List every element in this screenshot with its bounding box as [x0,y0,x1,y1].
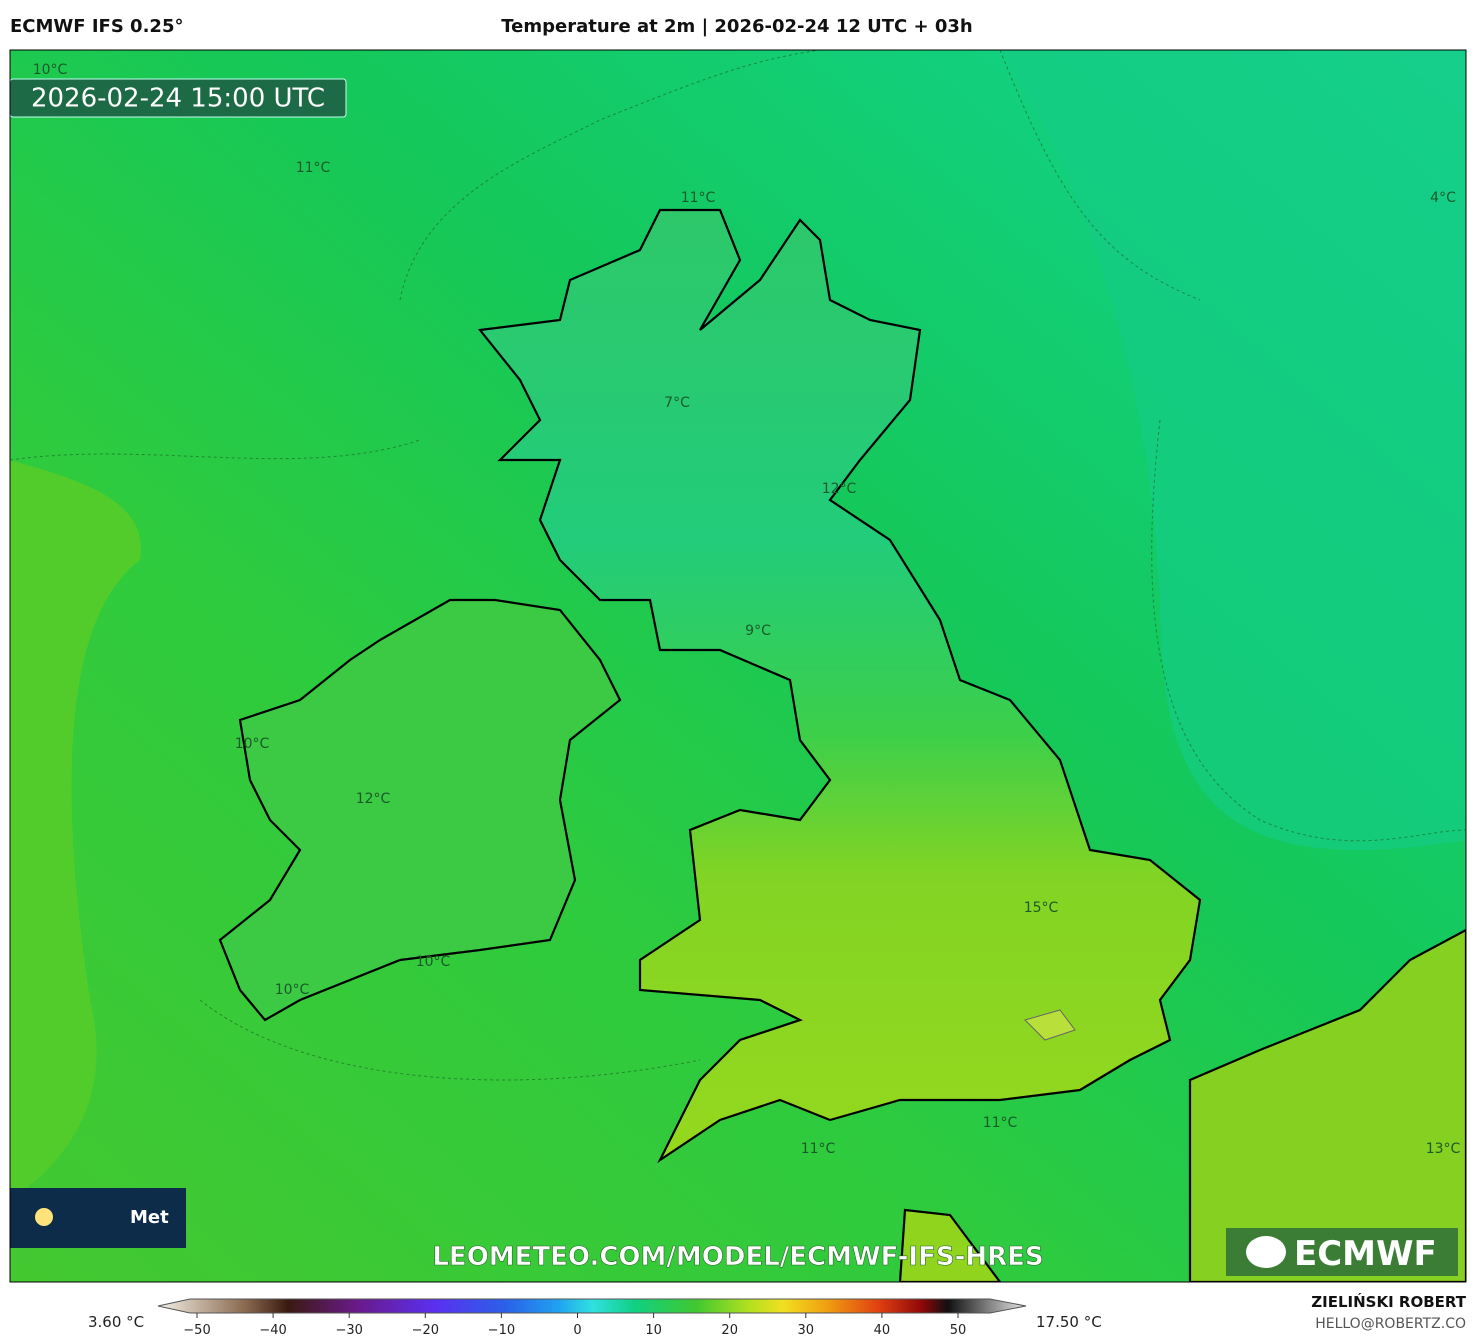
map-title: Temperature at 2m | 2026-02-24 12 UTC + … [501,16,972,37]
temp-label: 9°C [745,623,771,639]
colorbar: 3.60 °C 17.50 °C −50 −40 −30 −20 −10 0 10 20 30 4… [88,1298,1102,1338]
timestamp: 2026-02-24 15:00 UTC [31,84,325,114]
map-frame [9,49,1467,1283]
colorbar-scale [157,1298,1027,1314]
colorbar-tick-label: −20 [412,1323,439,1338]
colorbar-max: 17.50 °C [1036,1313,1102,1331]
watermark: LEOMETEO.COM/MODEL/ECMWF-IFS-HRES [432,1242,1043,1272]
colorbar-tick-label: −10 [488,1323,515,1338]
temp-label: 13°C [1426,1141,1461,1157]
temp-label: 12°C [356,791,391,807]
email: HELLO@ROBERTZ.CO [1315,1316,1466,1332]
author: ZIELIŃSKI ROBERT [1311,1292,1466,1311]
temp-label: 10°C [416,954,451,970]
temp-label: 12°C [822,481,857,497]
colorbar-tick-label: 40 [874,1323,891,1338]
logo-mark [1246,1236,1286,1268]
map: 10°C 11°C 11°C 4°C 7°C 12°C 9°C 10°C 12°… [10,50,1466,1282]
logo-text: ECMWF [1294,1234,1437,1274]
colorbar-tick-label: 0 [573,1323,581,1338]
timestamp-box [10,78,347,118]
great-britain [477,208,1202,1164]
contour [199,999,701,1081]
cold-sea [1000,50,1466,850]
continent [1188,928,1466,1282]
temp-label: 4°C [1430,190,1456,206]
warm-sea [10,460,141,1200]
colorbar-tick-label: −40 [259,1323,286,1338]
sun-icon [35,1208,53,1226]
contour [10,439,421,461]
colorbar-tick-label: 20 [721,1323,738,1338]
temperature-labels: 10°C 11°C 11°C 4°C 7°C 12°C 9°C 10°C 12°… [33,62,1461,1157]
temp-label: 10°C [275,982,310,998]
model-name: ECMWF IFS 0.25° [10,16,183,37]
france [898,1208,1002,1282]
contour [999,50,1201,301]
colorbar-tick-label: −30 [335,1323,362,1338]
london [1024,1009,1076,1041]
temp-label: 11°C [681,190,716,206]
temp-label: 11°C [983,1115,1018,1131]
ireland [218,598,622,1022]
contour [1151,419,1466,842]
colorbar-min: 3.60 °C [88,1313,144,1331]
contour [399,50,821,301]
temp-label: 11°C [801,1141,836,1157]
colorbar-tick-label: 50 [950,1323,967,1338]
colorbar-tick-label: 10 [645,1323,662,1338]
badge-text: Met [130,1207,169,1228]
temp-label: 11°C [296,160,331,176]
temp-label: 10°C [33,62,68,78]
temp-label: 10°C [235,736,270,752]
colorbar-tick-label: 30 [798,1323,815,1338]
temp-label: 15°C [1024,900,1059,916]
colorbar-tick-label: −50 [183,1323,210,1338]
temp-label: 7°C [664,395,690,411]
